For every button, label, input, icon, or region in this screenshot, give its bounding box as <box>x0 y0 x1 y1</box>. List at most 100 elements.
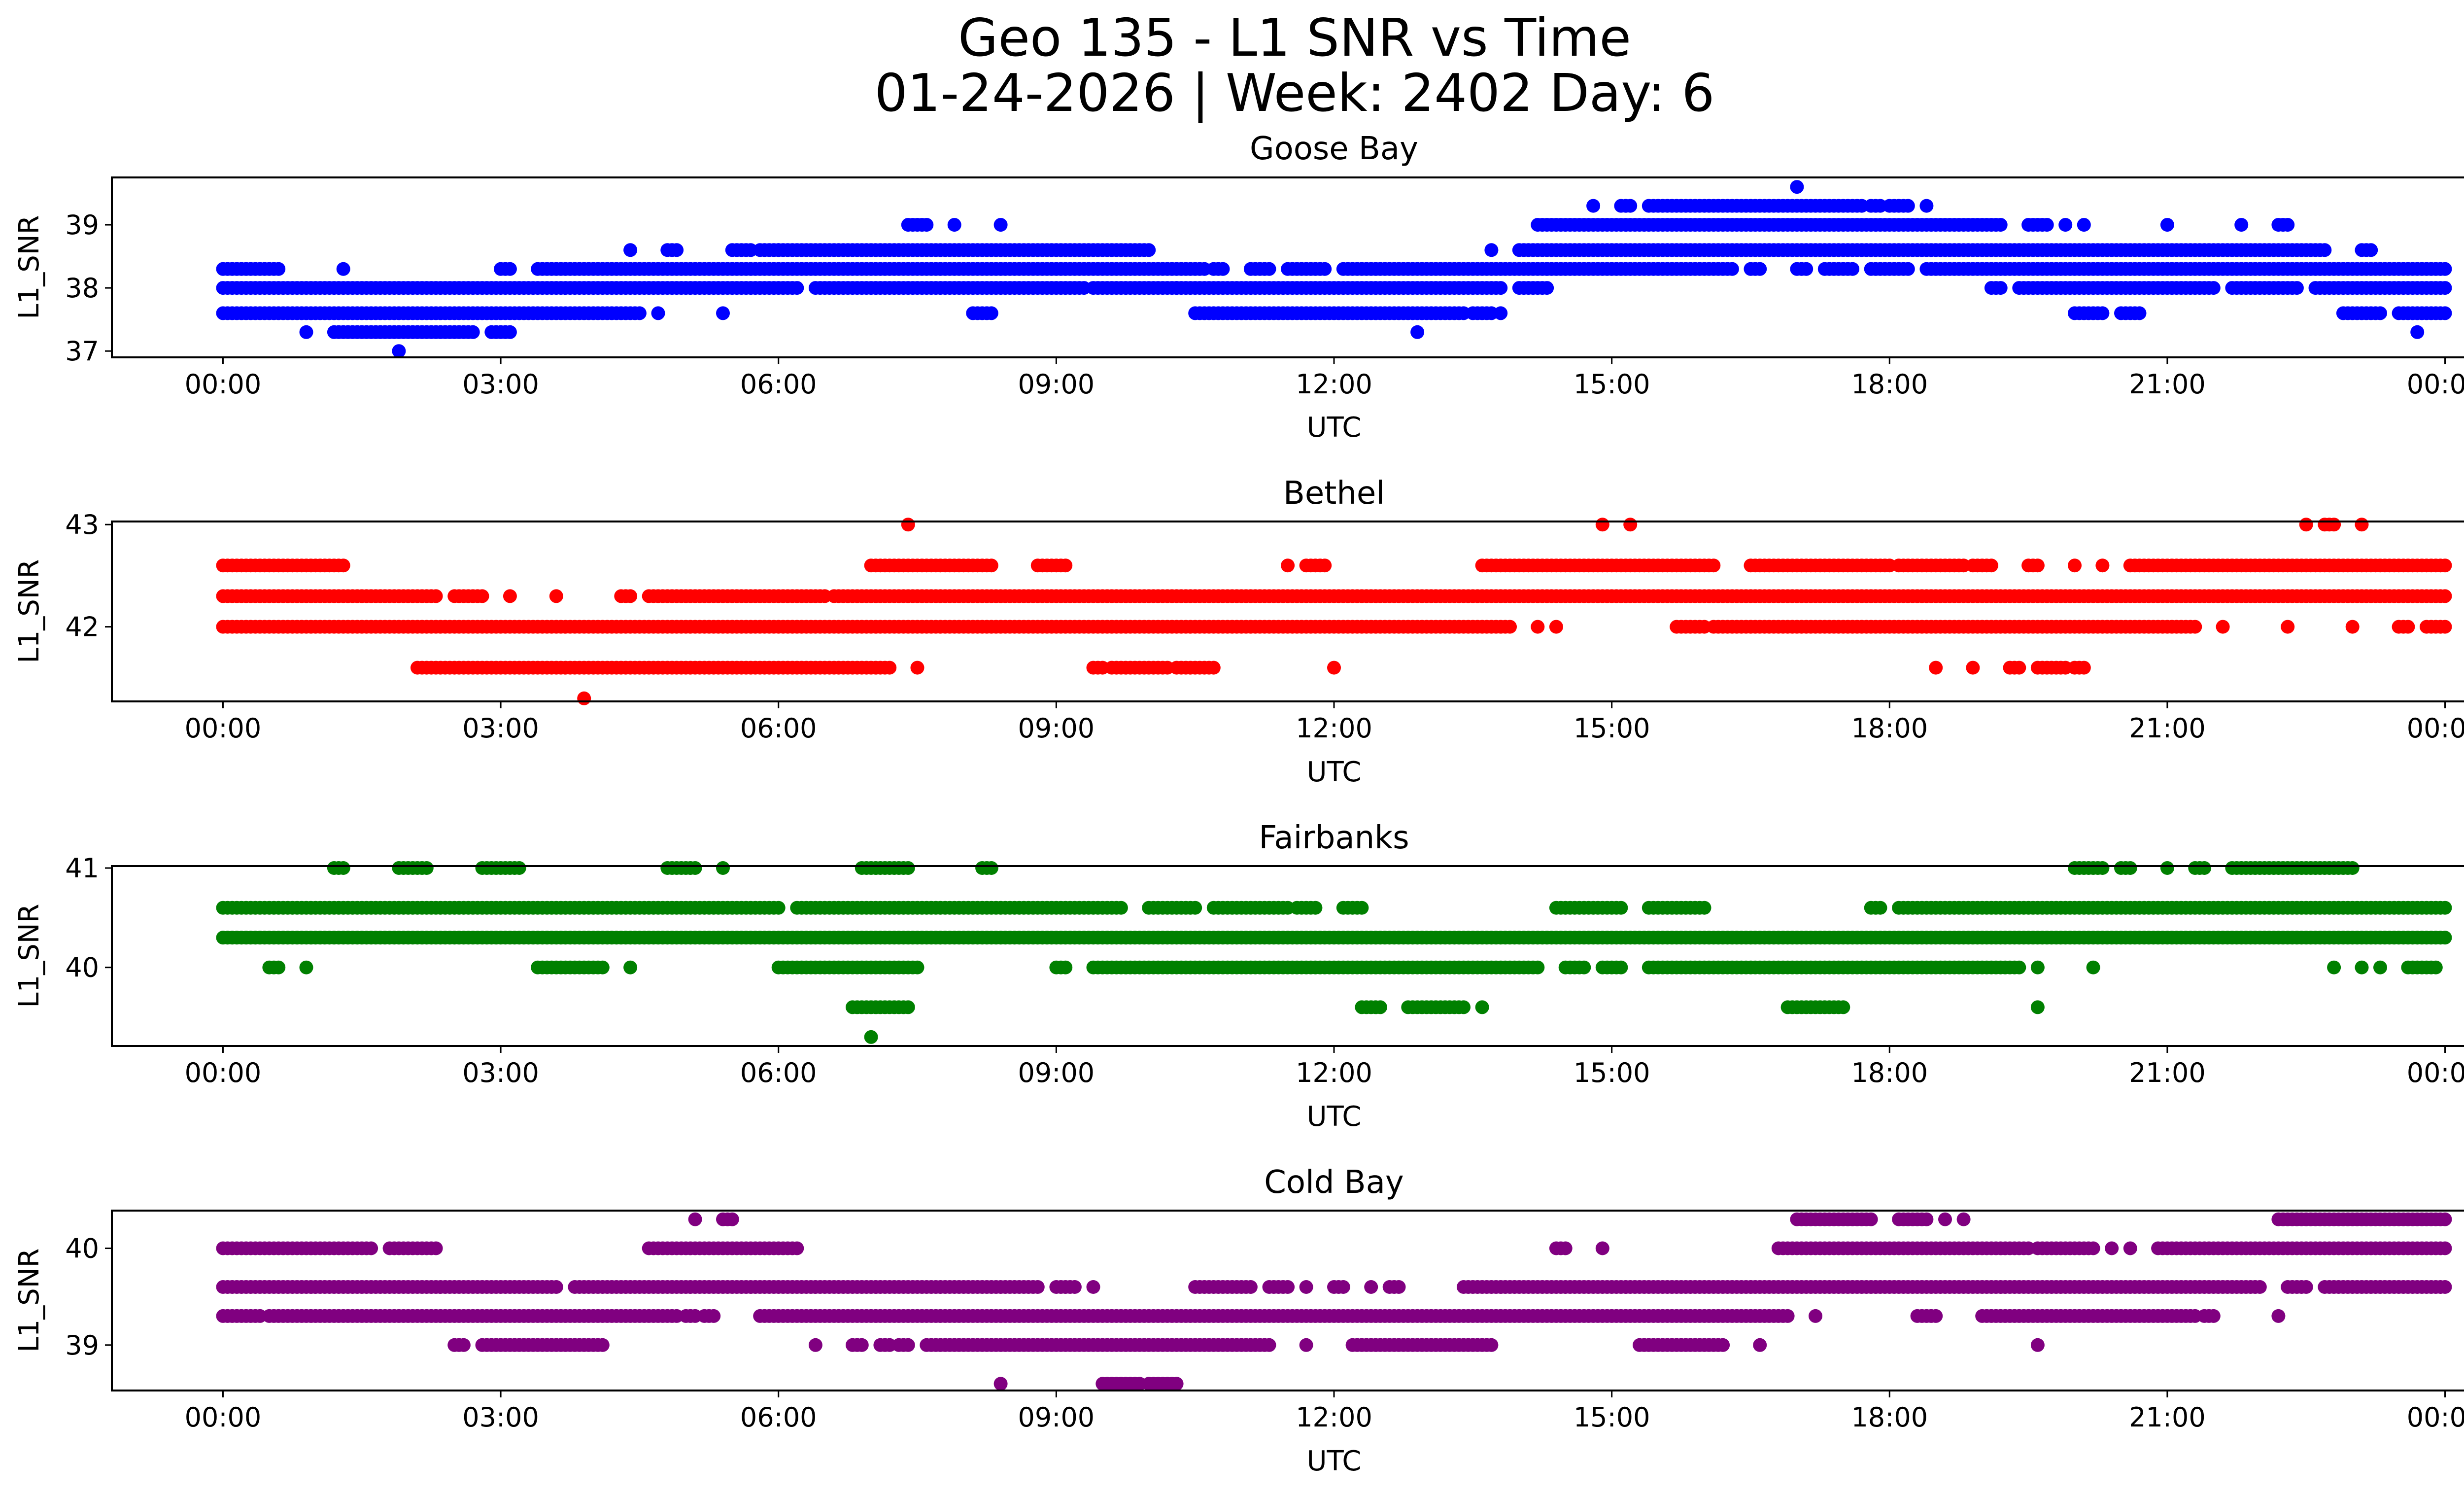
data-point <box>1262 262 1276 276</box>
data-point <box>2095 306 2110 320</box>
data-point <box>2438 1212 2452 1226</box>
data-point <box>299 960 313 974</box>
x-tick-label: 15:00 <box>1574 713 1650 744</box>
x-tick-label: 09:00 <box>1018 713 1095 744</box>
data-point <box>901 518 915 532</box>
data-point <box>2253 1280 2267 1294</box>
data-point <box>1873 901 1887 915</box>
figure-title-line2: 01-24-2026 | Week: 2402 Day: 6 <box>875 63 1715 124</box>
data-point <box>2299 1280 2313 1294</box>
y-tick-label: 39 <box>65 209 99 241</box>
x-tick-label: 12:00 <box>1296 713 1372 744</box>
x-tick-label: 00:00 <box>185 713 262 744</box>
data-point <box>1531 960 1545 974</box>
data-points <box>216 861 2452 1044</box>
data-point <box>716 861 730 875</box>
x-tick-label: 06:00 <box>740 713 817 744</box>
data-point <box>910 960 924 974</box>
data-point <box>771 901 786 915</box>
data-point <box>1707 558 1721 573</box>
data-point <box>2123 861 2137 875</box>
data-point <box>1373 1000 1387 1014</box>
data-point <box>577 691 591 705</box>
data-point <box>512 861 526 875</box>
data-point <box>2373 306 2387 320</box>
data-point <box>1966 661 1980 675</box>
data-point <box>883 661 897 675</box>
data-point <box>2355 518 2369 532</box>
data-point <box>901 1000 915 1014</box>
y-tick-label: 43 <box>65 509 99 540</box>
x-tick-label: 03:00 <box>462 369 539 400</box>
data-point <box>1457 1000 1471 1014</box>
data-point <box>2077 218 2091 232</box>
data-point <box>1494 281 1508 295</box>
data-point <box>910 661 924 675</box>
data-point <box>2086 960 2100 974</box>
data-point <box>1614 960 1628 974</box>
x-tick-label: 21:00 <box>2129 369 2206 400</box>
data-point <box>1327 661 1341 675</box>
data-point <box>2012 960 2026 974</box>
data-point <box>1318 262 1332 276</box>
data-point <box>2318 243 2332 257</box>
x-tick-label: 18:00 <box>1851 1057 1928 1088</box>
data-point <box>549 589 563 603</box>
y-axis-label: L1_SNR <box>13 559 45 663</box>
data-point <box>392 344 406 358</box>
figure-title-line1: Geo 135 - L1 SNR vs Time <box>958 8 1631 68</box>
data-point <box>2327 518 2341 532</box>
data-point <box>1030 1280 1045 1294</box>
data-point <box>429 1241 443 1255</box>
x-tick-label: 15:00 <box>1574 1057 1650 1088</box>
x-tick-label: 00:00 <box>2407 1057 2464 1088</box>
data-point <box>1846 262 1860 276</box>
data-point <box>1725 262 1739 276</box>
data-point <box>2030 960 2045 974</box>
data-points <box>216 180 2452 358</box>
data-point <box>1067 1280 1082 1294</box>
y-tick-label: 37 <box>65 336 99 367</box>
data-point <box>2355 960 2369 974</box>
data-point <box>466 325 480 339</box>
data-point <box>503 589 517 603</box>
data-point <box>1188 901 1202 915</box>
data-point <box>632 306 647 320</box>
data-point <box>1623 199 1638 213</box>
data-point <box>1475 1000 1489 1014</box>
data-point <box>2105 1241 2119 1255</box>
data-point <box>1956 1212 1971 1226</box>
data-point <box>2290 281 2304 295</box>
data-point <box>1929 661 1943 675</box>
data-point <box>2095 861 2110 875</box>
data-point <box>651 306 665 320</box>
data-point <box>475 589 489 603</box>
data-point <box>1577 960 1591 974</box>
x-axis-label: UTC <box>1306 412 1361 444</box>
data-point <box>2030 558 2045 573</box>
data-point <box>2401 620 2415 634</box>
panel-cold-bay: Cold Bay UTC L1_SNR 00:00 03:00 06:00 09:00… <box>13 1164 2464 1477</box>
y-axis-label: L1_SNR <box>13 904 45 1008</box>
x-tick-label: 12:00 <box>1296 1057 1372 1088</box>
panel-title: Fairbanks <box>1259 820 1409 856</box>
data-point <box>595 960 610 974</box>
data-point <box>1790 180 1804 194</box>
data-point <box>2364 243 2378 257</box>
data-point <box>920 218 934 232</box>
data-point <box>1503 620 1517 634</box>
data-point <box>2012 661 2026 675</box>
data-point <box>1595 518 1609 532</box>
data-point <box>2438 306 2452 320</box>
data-point <box>1901 262 1915 276</box>
data-point <box>2438 589 2452 603</box>
data-point <box>1308 901 1323 915</box>
data-point <box>1364 1280 1378 1294</box>
panel-fairbanks: Fairbanks UTC L1_SNR 00:00 03:00 06:00 09:0… <box>13 820 2464 1133</box>
data-points <box>216 1212 2452 1391</box>
data-point <box>790 281 804 295</box>
data-point <box>1392 1280 1406 1294</box>
data-point <box>790 1241 804 1255</box>
data-point <box>2281 620 2295 634</box>
